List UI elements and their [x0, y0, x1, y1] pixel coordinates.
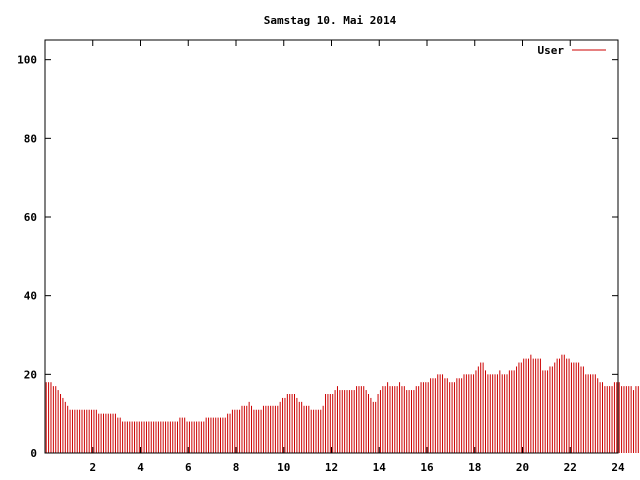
- y-tick-label: 0: [30, 447, 37, 460]
- x-tick-label: 2: [89, 461, 96, 474]
- x-tick-label: 18: [468, 461, 481, 474]
- y-tick-label: 40: [24, 290, 37, 303]
- y-tick-label: 20: [24, 368, 37, 381]
- legend: User: [538, 44, 606, 57]
- x-tick-label: 22: [564, 461, 577, 474]
- x-tick-label: 6: [185, 461, 192, 474]
- x-tick-label: 16: [420, 461, 434, 474]
- x-tick-label: 8: [233, 461, 240, 474]
- x-tick-label: 24: [611, 461, 625, 474]
- bar-series-user: [45, 354, 639, 453]
- x-tick-label: 20: [516, 461, 529, 474]
- y-tick-label: 80: [24, 132, 37, 145]
- y-tick-label: 60: [24, 211, 37, 224]
- x-tick-label: 14: [373, 461, 387, 474]
- x-tick-label: 10: [277, 461, 290, 474]
- x-tick-label: 4: [137, 461, 144, 474]
- x-tick-label: 12: [325, 461, 338, 474]
- y-axis: 0 20 40 60 80 100: [17, 54, 618, 460]
- legend-label-user: User: [538, 44, 565, 57]
- x-axis: 2 4 6 8 10 12 14 16 18 20 22 24: [89, 40, 625, 474]
- chart-title: Samstag 10. Mai 2014: [264, 14, 397, 27]
- y-tick-label: 100: [17, 54, 37, 67]
